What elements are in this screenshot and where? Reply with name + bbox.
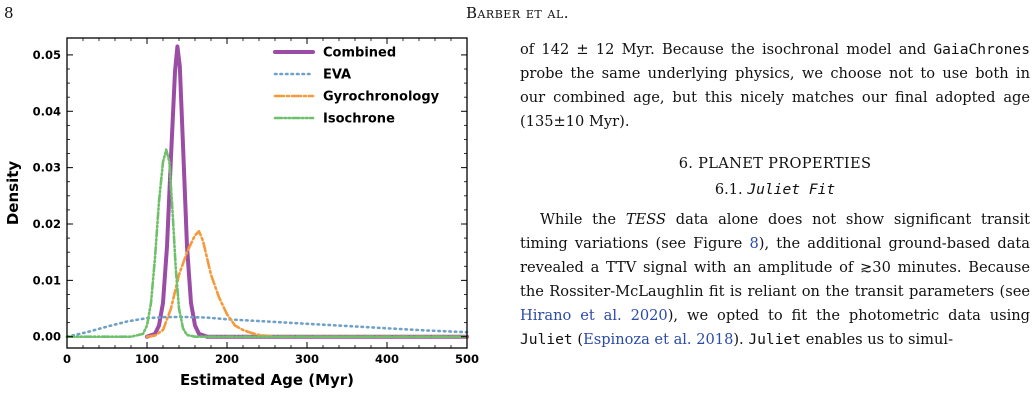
body-text-column: of 142 ± 12 Myr. Because the isochronal … [520,38,1030,352]
x-tick-label: 300 [295,352,319,366]
legend-label-isochrone: Isochrone [323,112,395,127]
y-axis-label: Density [4,161,22,226]
citation-link-hirano[interactable]: Hirano et al. 2020 [520,307,668,324]
series-line-gyrochronology [145,230,469,339]
x-tick-label: 100 [135,352,159,366]
x-tick-label: 0 [63,352,71,366]
y-tick-label: 0.02 [33,217,61,231]
running-head: Barber et al. [465,4,570,22]
subsection-heading: 6.1. Juliet Fit [714,181,836,198]
x-tick-label: 400 [375,352,399,366]
y-tick-label: 0.00 [33,330,61,344]
citation-link-espinoza[interactable]: Espinoza et al. 2018 [583,331,734,348]
page-number: 8 [4,4,14,22]
y-tick-label: 0.01 [33,273,61,287]
paragraph-juliet: While the TESS data alone does not show … [520,211,1031,348]
paragraph-age: of 142 ± 12 Myr. Because the isochronal … [520,41,1030,130]
figure-link[interactable]: 8 [749,235,759,252]
y-tick-label: 0.04 [33,104,61,118]
series-line-combined [145,44,469,339]
x-tick-label: 200 [215,352,239,366]
legend-label-eva: EVA [323,68,351,83]
legend-label-combined: Combined [323,46,396,61]
density-figure: 0 100 200 300 400 500 0.00 0.01 0.02 0.03 0.04 0.05… [4,37,479,389]
plot-frame [66,37,468,349]
section-heading: 6. PLANET PROPERTIES [678,155,872,172]
series-line-eva [65,315,469,339]
series-line-isochrone [65,148,469,339]
legend-label-gyrochronology: Gyrochronology [323,90,440,105]
y-tick-label: 0.05 [33,48,61,62]
x-tick-label: 500 [455,352,479,366]
x-axis-label: Estimated Age (Myr) [180,371,354,389]
y-tick-label: 0.03 [33,161,61,175]
